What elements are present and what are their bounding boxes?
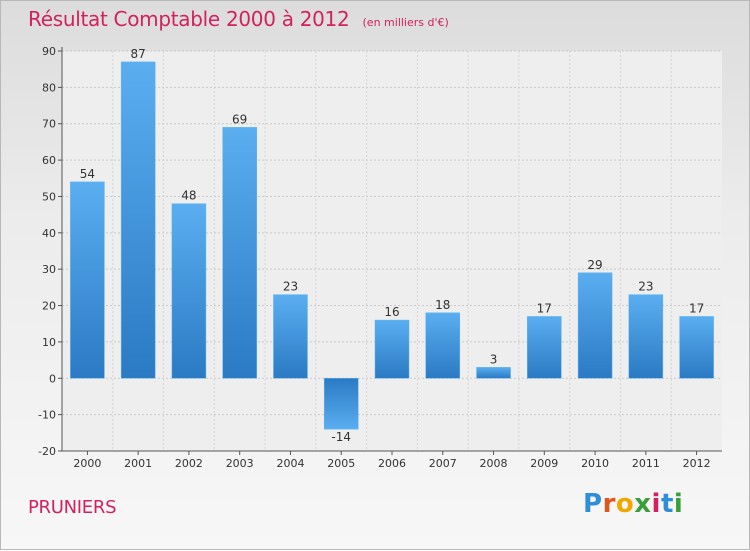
x-tick-label: 2001 xyxy=(124,457,152,470)
logo-letter: i xyxy=(673,489,684,519)
bar xyxy=(425,312,461,379)
bar xyxy=(374,319,410,379)
y-tick-label: -20 xyxy=(38,445,56,458)
y-tick-label: 90 xyxy=(42,45,56,58)
data-label: 18 xyxy=(435,298,450,312)
x-tick-label: 2000 xyxy=(73,457,101,470)
data-label: 16 xyxy=(384,305,399,319)
x-tick-label: 2002 xyxy=(175,457,203,470)
bar xyxy=(70,181,105,379)
x-tick-label: 2012 xyxy=(683,457,711,470)
y-tick-label: 20 xyxy=(42,300,56,313)
x-tick-label: 2005 xyxy=(327,457,355,470)
data-label: 3 xyxy=(490,352,498,366)
bar xyxy=(628,294,664,379)
data-label: 69 xyxy=(232,112,247,126)
title-row: Résultat Comptable 2000 à 2012 (en milli… xyxy=(28,7,449,31)
y-tick-label: 50 xyxy=(42,190,56,203)
y-tick-label: 70 xyxy=(42,118,56,131)
data-label: -14 xyxy=(331,430,351,444)
x-tick-label: 2008 xyxy=(480,457,508,470)
y-tick-label: 10 xyxy=(42,336,56,349)
x-tick-label: 2006 xyxy=(378,457,406,470)
chart-title: Résultat Comptable 2000 à 2012 xyxy=(28,7,350,31)
data-label: 23 xyxy=(283,280,298,294)
y-tick-label: 0 xyxy=(49,372,56,385)
bar xyxy=(679,316,714,379)
plot-area xyxy=(62,51,722,451)
logo-letter: i xyxy=(651,489,661,519)
x-tick-label: 2003 xyxy=(226,457,254,470)
bar xyxy=(476,367,511,379)
y-tick-label: 30 xyxy=(42,263,56,276)
bar xyxy=(222,127,257,379)
x-tick-label: 2009 xyxy=(530,457,558,470)
logo-letter: o xyxy=(615,489,635,519)
x-tick-label: 2004 xyxy=(276,457,304,470)
data-label: 29 xyxy=(587,258,602,272)
logo-letter: t xyxy=(660,489,674,519)
y-tick-label: 80 xyxy=(42,81,56,94)
logo-letter: P xyxy=(583,489,603,519)
x-tick-label: 2010 xyxy=(581,457,609,470)
bar xyxy=(171,203,207,379)
data-label: 17 xyxy=(689,301,704,315)
bar xyxy=(577,272,613,379)
proxiti-logo: Proxiti xyxy=(583,489,683,519)
bar xyxy=(323,378,359,430)
x-tick-label: 2007 xyxy=(429,457,457,470)
x-tick-label: 2011 xyxy=(632,457,660,470)
data-label: 54 xyxy=(80,167,95,181)
commune-name: PRUNIERS xyxy=(28,497,117,518)
data-label: 48 xyxy=(181,189,196,203)
data-label: 23 xyxy=(638,280,653,294)
data-label: 87 xyxy=(131,47,146,61)
y-tick-label: 60 xyxy=(42,154,56,167)
bar xyxy=(273,294,308,379)
bar xyxy=(527,316,562,379)
bar xyxy=(120,61,156,379)
y-tick-label: 40 xyxy=(42,227,56,240)
y-tick-label: -10 xyxy=(38,409,56,422)
logo-letter: r xyxy=(602,489,616,519)
logo-letter: x xyxy=(634,489,652,519)
data-label: 17 xyxy=(537,301,552,315)
chart-subtitle: (en milliers d'€) xyxy=(362,16,449,29)
